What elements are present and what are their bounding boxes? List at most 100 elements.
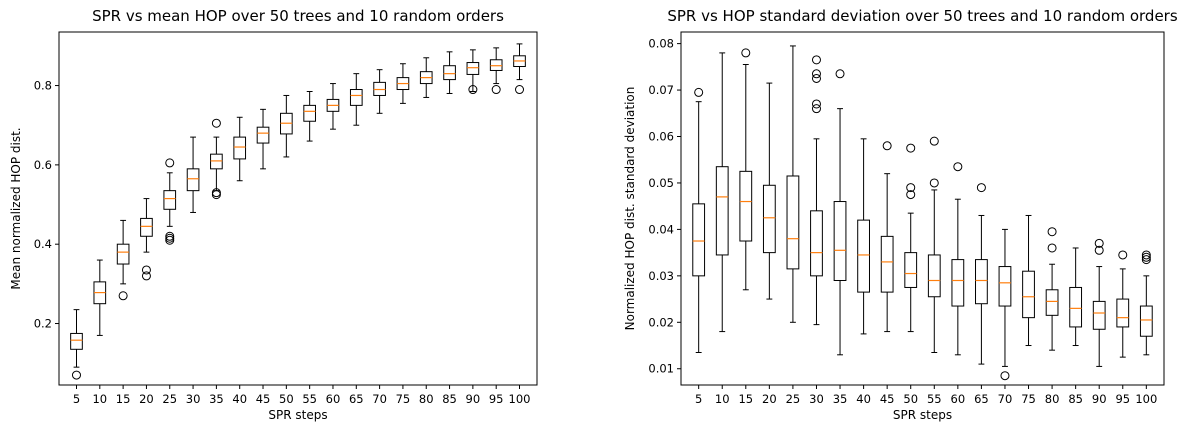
y-tick-label: 0.08 [648, 37, 674, 51]
box-100 [1139, 250, 1153, 356]
x-tick-label: 55 [302, 392, 317, 406]
box-50 [280, 94, 293, 158]
x-tick-label: 70 [998, 392, 1013, 406]
outlier-point [165, 235, 175, 245]
box-15 [116, 219, 130, 301]
outlier-point [835, 69, 845, 79]
outlier-point [694, 87, 704, 97]
iqr-box [975, 259, 988, 305]
x-tick-label: 40 [856, 392, 871, 406]
iqr-box [116, 243, 130, 265]
x-tick-label: 30 [186, 392, 201, 406]
box-90 [1092, 238, 1106, 367]
iqr-box [762, 184, 776, 254]
x-tick-label: 80 [419, 392, 434, 406]
y-tick-label: 0.04 [648, 222, 674, 236]
x-tick-label: 45 [880, 392, 895, 406]
iqr-box [1069, 286, 1083, 328]
chart-title: SPR vs HOP standard deviation over 50 tr… [667, 7, 1178, 25]
x-tick-label: 55 [927, 392, 942, 406]
x-tick-label: 65 [349, 392, 364, 406]
iqr-box [186, 168, 200, 192]
x-tick-label: 15 [738, 392, 753, 406]
box-35 [833, 69, 847, 356]
box-25 [163, 158, 177, 245]
iqr-box [739, 170, 753, 242]
outlier-point [141, 265, 151, 275]
x-tick-label: 15 [116, 392, 131, 406]
x-tick-label: 90 [1092, 392, 1107, 406]
iqr-box [1092, 300, 1106, 330]
outlier-point [1094, 238, 1104, 248]
outlier-point [1094, 245, 1104, 255]
outlier-point [929, 136, 939, 146]
iqr-box [786, 175, 800, 270]
box-75 [1022, 214, 1035, 347]
x-tick-label: 75 [396, 392, 411, 406]
outlier-point [1047, 243, 1057, 253]
plot-area-frame [58, 31, 538, 386]
x-tick-label: 5 [73, 392, 80, 406]
x-tick-label: 100 [1135, 392, 1157, 406]
x-tick-label: 60 [326, 392, 341, 406]
plot-area-frame [680, 31, 1165, 386]
box-45 [880, 141, 894, 333]
chart-title: SPR vs mean HOP over 50 trees and 10 ran… [92, 7, 504, 25]
x-tick-label: 20 [762, 392, 777, 406]
x-tick-label: 35 [833, 392, 848, 406]
y-tick-label: 0.01 [648, 362, 674, 376]
box-30 [810, 55, 823, 326]
x-tick-label: 25 [162, 392, 177, 406]
iqr-box [1045, 289, 1059, 316]
box-10 [715, 52, 729, 333]
y-tick-label: 0.8 [34, 79, 52, 93]
box-85 [1069, 247, 1083, 347]
outlier-point [1141, 250, 1151, 260]
iqr-box [163, 190, 177, 210]
box-65 [349, 73, 363, 126]
y-tick-label: 0.4 [34, 237, 52, 251]
box-55 [303, 90, 316, 142]
outlier-point [741, 48, 751, 58]
x-tick-label: 45 [256, 392, 271, 406]
outlier-point [906, 190, 916, 200]
iqr-box [857, 219, 870, 293]
outlier-point [211, 118, 221, 128]
outlier-point [811, 69, 821, 79]
iqr-box [1139, 305, 1153, 337]
y-axis-label: Normalized HOP dist. standard deviation [623, 87, 637, 331]
outlier-point [906, 143, 916, 153]
box-60 [951, 162, 965, 356]
iqr-box [927, 254, 941, 298]
outlier-point [906, 183, 916, 193]
iqr-box [810, 210, 823, 277]
box-45 [256, 108, 270, 170]
iqr-box [140, 217, 153, 237]
box-5 [692, 87, 706, 353]
outlier-point [141, 271, 151, 281]
outlier-point [976, 183, 986, 193]
x-axis-label: SPR steps [268, 408, 327, 422]
iqr-box [443, 65, 456, 81]
x-tick-label: 25 [786, 392, 801, 406]
box-95 [1116, 250, 1130, 358]
y-tick-label: 0.6 [34, 158, 52, 172]
outlier-point [811, 73, 821, 83]
box-50 [904, 143, 918, 333]
box-80 [419, 57, 433, 98]
y-tick-label: 0.2 [34, 317, 52, 331]
outlier-point [165, 158, 175, 168]
outlier-point [71, 370, 81, 380]
iqr-box [833, 201, 847, 281]
outlier-point [118, 291, 128, 301]
iqr-box [1022, 270, 1035, 319]
box-80 [1045, 227, 1059, 351]
iqr-box [692, 203, 706, 277]
x-tick-label: 40 [232, 392, 247, 406]
x-tick-label: 60 [951, 392, 966, 406]
iqr-box [256, 126, 270, 144]
iqr-box [951, 259, 965, 307]
box-10 [93, 259, 107, 336]
box-95 [489, 47, 503, 95]
box-70 [373, 69, 386, 114]
